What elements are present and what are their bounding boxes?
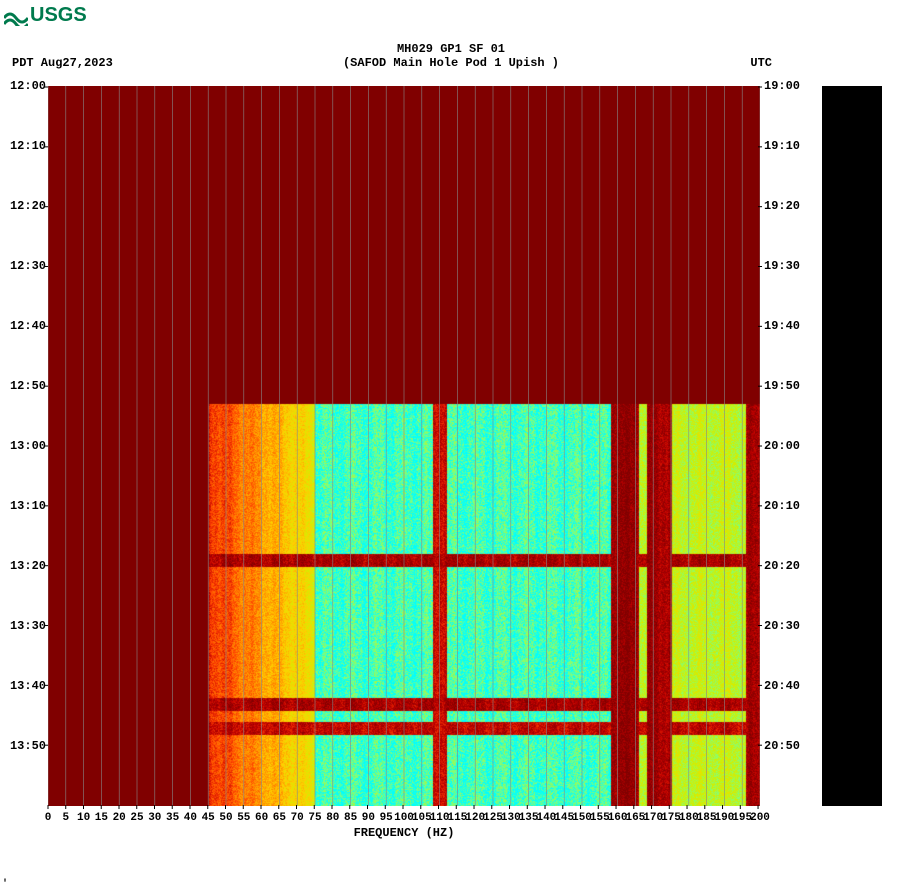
x-axis-ticks: 0510152025303540455055606570758085909510…	[48, 806, 760, 826]
y-left-tick-label: 12:30	[0, 259, 48, 273]
y-right-tick-label: 19:50	[760, 379, 820, 393]
x-tick-label: 55	[237, 812, 250, 824]
x-tick-label: 15	[95, 812, 108, 824]
y-left-tick-label: 13:00	[0, 439, 48, 453]
y-left-tick-label: 13:40	[0, 679, 48, 693]
header-left-label: PDT Aug27,2023	[12, 56, 113, 70]
y-right-tick-label: 19:10	[760, 139, 820, 153]
x-tick-label: 200	[750, 812, 770, 824]
x-tick-label: 10	[77, 812, 90, 824]
x-tick-label: 75	[308, 812, 321, 824]
usgs-wave-icon	[4, 6, 28, 26]
y-right-tick-label: 20:00	[760, 439, 820, 453]
y-right-tick-label: 20:30	[760, 619, 820, 633]
color-bar	[822, 86, 882, 806]
y-left-tick-label: 13:30	[0, 619, 48, 633]
y-right-tick-label: 20:50	[760, 739, 820, 753]
x-tick-label: 40	[184, 812, 197, 824]
spectrogram-heatmap	[48, 86, 760, 806]
y-left-tick-label: 12:20	[0, 199, 48, 213]
y-left-tick-label: 12:50	[0, 379, 48, 393]
x-tick-label: 90	[362, 812, 375, 824]
x-tick-label: 95	[380, 812, 393, 824]
y-left-tick-label: 12:00	[0, 79, 48, 93]
y-right-tick-label: 19:00	[760, 79, 820, 93]
x-tick-label: 80	[326, 812, 339, 824]
y-axis-right-ticks: 19:0019:1019:2019:3019:4019:5020:0020:10…	[760, 86, 820, 806]
header-right-label: UTC	[750, 56, 772, 70]
x-tick-label: 60	[255, 812, 268, 824]
y-right-tick-label: 20:20	[760, 559, 820, 573]
x-tick-label: 20	[113, 812, 126, 824]
x-axis-title: FREQUENCY (HZ)	[48, 826, 760, 840]
y-right-tick-label: 19:20	[760, 199, 820, 213]
x-tick-label: 45	[202, 812, 215, 824]
x-tick-label: 50	[219, 812, 232, 824]
chart-title-line1: MH029 GP1 SF 01	[0, 42, 902, 56]
y-right-tick-label: 19:30	[760, 259, 820, 273]
x-tick-label: 25	[130, 812, 143, 824]
y-right-tick-label: 20:10	[760, 499, 820, 513]
y-right-tick-label: 20:40	[760, 679, 820, 693]
usgs-logo-text: USGS	[30, 4, 87, 27]
y-axis-left-ticks: 12:0012:1012:2012:3012:4012:5013:0013:10…	[0, 86, 48, 806]
x-tick-label: 30	[148, 812, 161, 824]
x-tick-label: 35	[166, 812, 179, 824]
y-left-tick-label: 13:20	[0, 559, 48, 573]
x-tick-label: 85	[344, 812, 357, 824]
usgs-logo: USGS	[4, 4, 87, 27]
y-left-tick-label: 12:10	[0, 139, 48, 153]
y-left-tick-label: 13:50	[0, 739, 48, 753]
y-left-tick-label: 13:10	[0, 499, 48, 513]
y-right-tick-label: 19:40	[760, 319, 820, 333]
x-tick-label: 65	[273, 812, 286, 824]
x-tick-label: 5	[62, 812, 69, 824]
y-left-tick-label: 12:40	[0, 319, 48, 333]
x-tick-label: 0	[45, 812, 52, 824]
spectrogram-plot	[48, 86, 760, 806]
footer-mark: '	[2, 879, 8, 890]
x-tick-label: 70	[291, 812, 304, 824]
